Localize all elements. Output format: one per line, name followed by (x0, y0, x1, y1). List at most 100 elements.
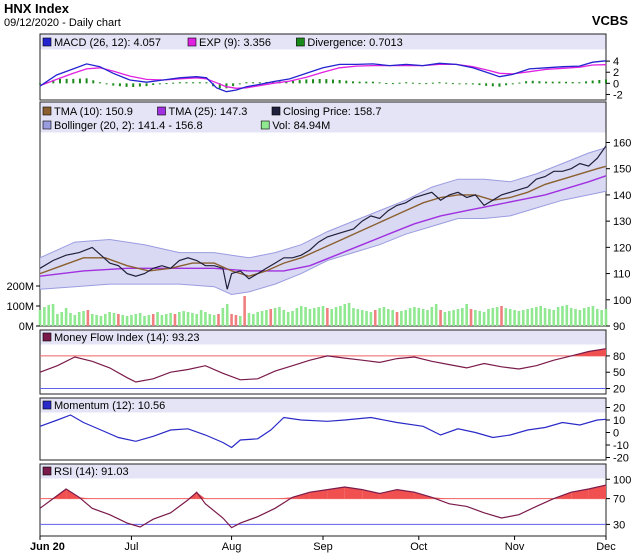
volume-bar (186, 312, 190, 326)
divergence-bar (331, 79, 334, 84)
volume-bar (112, 313, 116, 326)
divergence-bar (485, 83, 488, 86)
exp-line (39, 63, 607, 89)
divergence-bar (125, 83, 128, 87)
volume-bar (130, 315, 133, 326)
volume-bar (221, 308, 225, 326)
volume-bar (86, 310, 90, 326)
divergence-bar (531, 80, 534, 84)
macd-legend-label: MACD (26, 12): 4.057 (54, 37, 161, 49)
volume-bar (543, 308, 547, 326)
price-axis-tick-label: 150 (613, 164, 631, 176)
volume-bar (452, 310, 455, 326)
divergence-bar (565, 81, 568, 84)
volume-bar (439, 310, 442, 326)
volume-bar (269, 309, 273, 326)
volume-bar (138, 313, 142, 326)
volume-bar (225, 304, 229, 326)
divergence-bar (85, 78, 88, 84)
divergence-bar (518, 82, 521, 84)
divergence-bar (585, 81, 588, 84)
volume-bar (156, 312, 159, 326)
volume-bar (574, 309, 577, 326)
divergence-bar (365, 81, 368, 84)
divergence-bar (378, 82, 381, 84)
volume-bar (552, 310, 556, 326)
volume-bar (478, 311, 482, 326)
bollinger-upper-line (39, 147, 607, 259)
volume-bar (69, 313, 72, 326)
rsi-axis-tick-label: 30 (613, 519, 625, 531)
divergence-bar (545, 81, 548, 84)
price-axis-tick-label: 130 (613, 216, 631, 228)
divergence-bar (345, 80, 348, 84)
volume-bar (373, 310, 377, 326)
volume-tick-label: 0M (19, 321, 34, 333)
divergence-bar (351, 81, 354, 84)
volume-bar (582, 308, 586, 326)
volume-bar (539, 306, 542, 326)
volume-bar (504, 308, 508, 326)
divergence-bar (272, 81, 275, 84)
price-legend-label: TMA (25): 147.3 (169, 106, 248, 118)
divergence-bar (538, 81, 541, 84)
x-tick-label: Jul (124, 541, 138, 553)
volume-bar (265, 310, 268, 326)
volume-bar (556, 307, 560, 326)
volume-bar (312, 308, 316, 326)
divergence-bar (478, 83, 481, 86)
volume-bar (404, 310, 408, 326)
divergence-bar (298, 80, 301, 84)
divergence-bar (445, 82, 448, 84)
divergence-bar (152, 83, 155, 85)
volume-bar (169, 313, 172, 326)
mfi-axis-tick-label: 50 (613, 367, 625, 379)
momentum-legend-label: Momentum (12): 10.56 (54, 400, 165, 412)
price-axis-tick-label: 100 (613, 295, 631, 307)
volume-bar (282, 310, 286, 326)
volume-bar (387, 309, 390, 326)
volume-bar (600, 310, 603, 326)
divergence-bar (39, 83, 41, 85)
price-axis-tick-label: 140 (613, 190, 631, 202)
volume-bar (352, 308, 355, 326)
rsi-overbought-fill (379, 489, 397, 499)
volume-bar (51, 304, 55, 326)
volume-bar (164, 314, 168, 326)
volume-bar (430, 307, 434, 326)
divergence-bar (65, 78, 68, 84)
mfi-line (39, 348, 607, 383)
macd-legend-swatch (42, 37, 52, 47)
volume-tick-label: 200M (6, 281, 34, 293)
momentum-axis-tick-label: 10 (613, 415, 625, 427)
volume-bar (204, 312, 207, 326)
divergence-bar (498, 83, 501, 87)
rsi-legend-swatch (42, 466, 52, 476)
price-legend-label: TMA (10): 150.9 (54, 106, 133, 118)
divergence-bar (292, 80, 295, 84)
divergence-bar (551, 81, 554, 84)
volume-bar (143, 316, 146, 326)
momentum-axis-tick-label: 20 (613, 403, 625, 415)
volume-bar (421, 309, 425, 326)
divergence-bar (185, 82, 188, 84)
volume-bar (443, 312, 447, 326)
volume-bar (587, 307, 590, 326)
volume-bar (530, 308, 534, 326)
price-legend-label: Closing Price: 158.7 (283, 106, 381, 118)
volume-bar (43, 307, 46, 326)
x-tick-label: Sep (313, 541, 333, 553)
rsi-overbought-fill (327, 487, 345, 499)
volume-bar (521, 310, 525, 326)
volume-bar (413, 307, 416, 326)
divergence-bar (52, 79, 55, 84)
divergence-bar (225, 83, 228, 89)
volume-bar (199, 310, 203, 326)
divergence-bar (72, 78, 75, 84)
volume-bar (208, 314, 212, 326)
price-legend-swatch (42, 106, 52, 116)
volume-bar (578, 310, 582, 326)
divergence-bar (471, 83, 474, 85)
volume-bar (238, 316, 242, 326)
